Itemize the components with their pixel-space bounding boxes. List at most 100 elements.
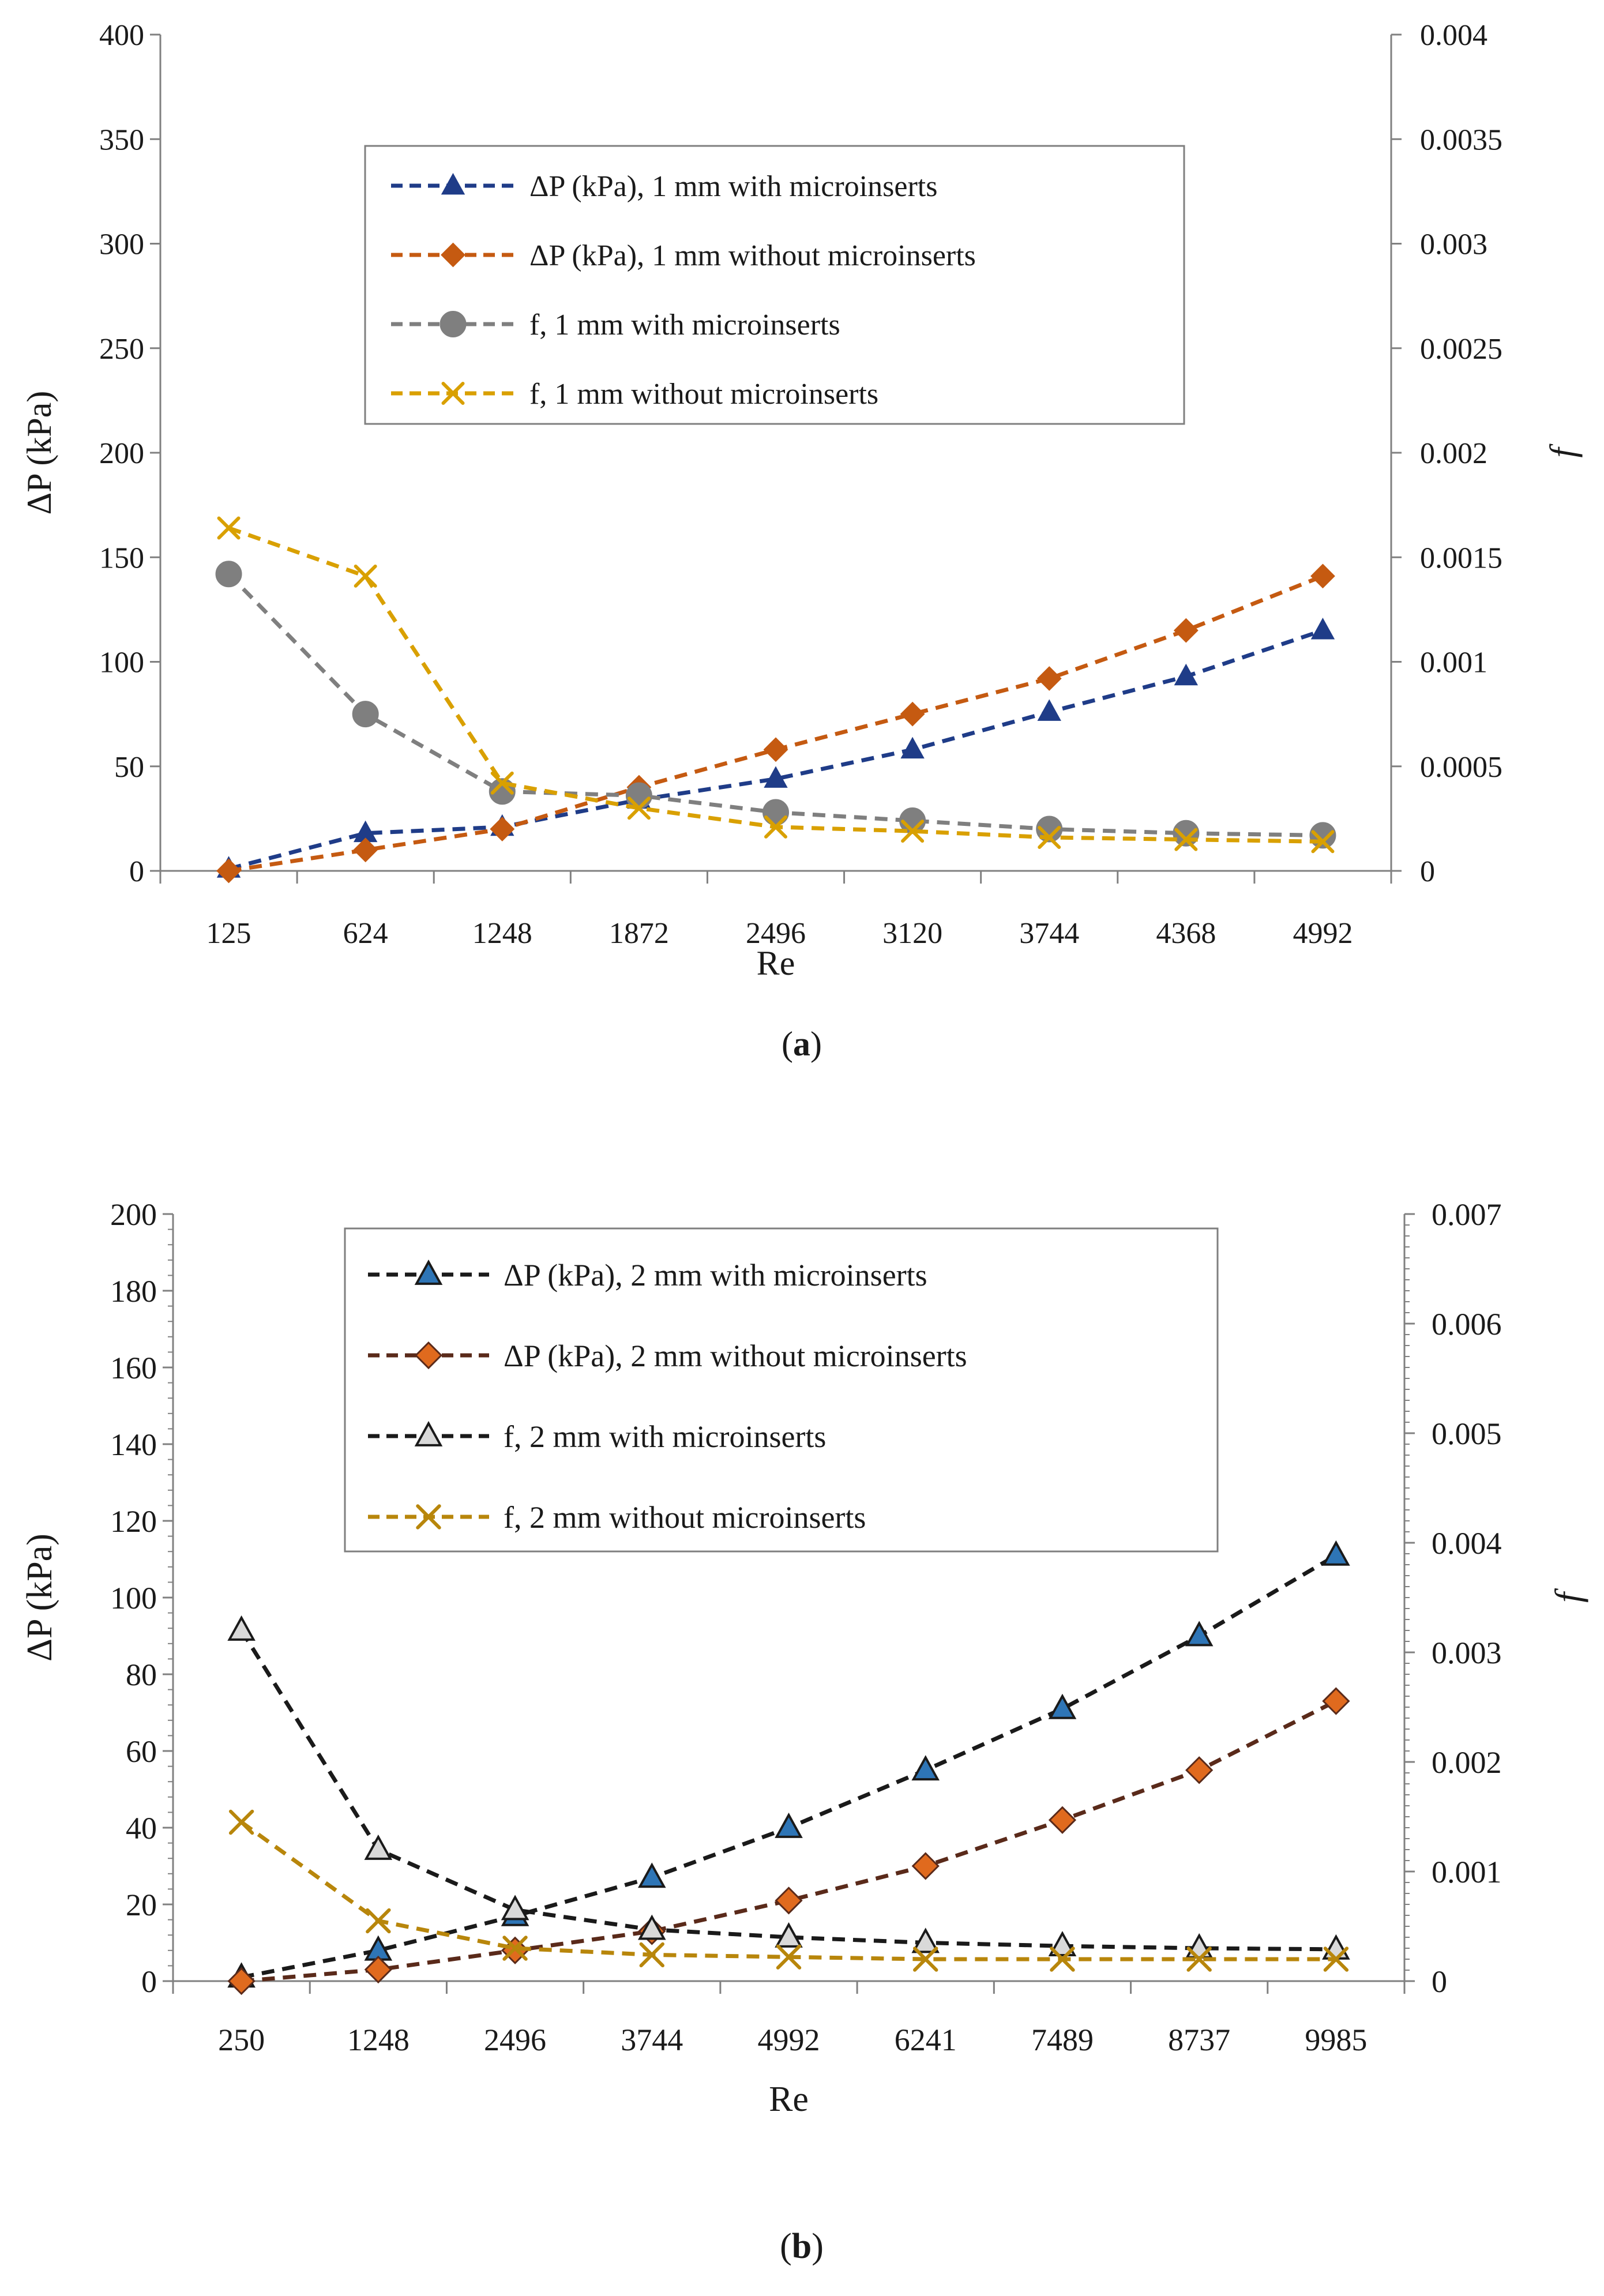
data-point <box>1322 1934 1350 1960</box>
y-tick-label: 200 <box>99 437 144 470</box>
y-tick-label: 180 <box>110 1274 157 1309</box>
y-axis-title: ΔP (kPa) <box>20 1534 59 1662</box>
x-tick-label: 9985 <box>1305 2023 1367 2057</box>
legend-marker <box>441 242 465 268</box>
data-point <box>776 1944 802 1970</box>
series-line <box>228 526 1323 844</box>
data-point <box>1322 1540 1350 1566</box>
y2-tick-label: 0.001 <box>1420 647 1487 679</box>
y-tick-label: 100 <box>110 1581 157 1615</box>
x-tick-label: 1872 <box>609 917 669 950</box>
series-line <box>227 572 1323 837</box>
legend-label: f, 2 mm without microinserts <box>504 1500 866 1535</box>
y2-tick-label: 0 <box>1420 855 1435 888</box>
data-point <box>215 561 242 588</box>
legend-marker <box>441 382 465 405</box>
panel-label-part: ) <box>810 1025 822 1063</box>
x-tick-label: 8737 <box>1168 2023 1230 2057</box>
legend: ΔP (kPa), 2 mm with microinserts ΔP (kPa)… <box>344 1227 1219 1553</box>
x-tick-label: 250 <box>218 2023 265 2057</box>
x-tick-label: 2496 <box>484 2023 546 2057</box>
x-axis-title: Re <box>769 2080 809 2119</box>
series-4 <box>228 1809 1349 1972</box>
legend-label: f, 2 mm with microinserts <box>504 1419 826 1454</box>
y-tick-label: 300 <box>99 228 144 261</box>
x-tick-label: 3120 <box>882 917 942 950</box>
series-4 <box>217 516 1335 854</box>
data-point <box>502 1936 528 1961</box>
legend-label: ΔP (kPa), 1 mm with microinserts <box>529 170 937 203</box>
y-tick-label: 250 <box>99 333 144 366</box>
series-1 <box>227 1540 1350 1988</box>
data-point <box>1036 666 1062 691</box>
data-point <box>1323 1946 1349 1972</box>
data-point <box>1310 618 1335 640</box>
y-tick-label: 0 <box>141 1964 157 1999</box>
data-point <box>911 1852 940 1880</box>
data-point <box>762 799 789 826</box>
data-point <box>627 796 651 820</box>
data-point <box>1185 1756 1214 1784</box>
series-line <box>239 1629 1336 1952</box>
data-point <box>217 516 241 540</box>
legend-label: ΔP (kPa), 1 mm without microinserts <box>529 239 976 272</box>
data-point <box>1310 563 1335 589</box>
data-point <box>1185 1621 1214 1647</box>
data-point <box>1174 828 1198 851</box>
y-tick-label: 350 <box>99 123 144 156</box>
y-tick-label: 60 <box>126 1734 157 1769</box>
data-point <box>637 1914 666 1940</box>
y2-tick-label: 0.004 <box>1432 1526 1502 1561</box>
data-point <box>1322 1687 1350 1715</box>
data-point <box>228 1809 254 1835</box>
legend-marker <box>414 1421 443 1446</box>
x-tick-label: 1248 <box>347 2023 410 2057</box>
data-point <box>1186 1946 1212 1972</box>
data-point <box>490 817 515 841</box>
y-tick-label: 20 <box>126 1888 157 1922</box>
y2-tick-label: 0.005 <box>1432 1416 1502 1451</box>
chart-panel-b: 0 20 40 60 80 100 120 140 160 180 200 0 0.001 0.002 0.… <box>20 1197 1588 2266</box>
y2-tick-label: 0.001 <box>1432 1855 1502 1889</box>
y2-tick-label: 0.007 <box>1432 1197 1502 1232</box>
data-point <box>900 736 925 759</box>
y-tick-label: 100 <box>99 647 144 679</box>
data-point <box>775 1812 803 1838</box>
y2-tick-label: 0.003 <box>1432 1636 1502 1670</box>
data-point <box>775 1887 803 1915</box>
data-point <box>911 1927 940 1953</box>
data-point <box>764 815 787 839</box>
legend: ΔP (kPa), 1 mm with microinserts ΔP (kPa)… <box>364 145 1185 425</box>
data-point <box>1173 820 1200 847</box>
x-tick-label: 6241 <box>895 2023 957 2057</box>
x-tick-label: 7489 <box>1031 2023 1094 2057</box>
panel-label-part: ( <box>782 1025 793 1063</box>
x-tick-label: 4992 <box>758 2023 820 2057</box>
x-tick-label: 3744 <box>621 2023 683 2057</box>
y2-axis-title: f <box>1547 1588 1588 1603</box>
y2-tick-label: 0.004 <box>1420 19 1487 52</box>
y-tick-label: 150 <box>99 542 144 574</box>
y-tick-label: 160 <box>110 1351 157 1385</box>
data-point <box>1037 699 1061 721</box>
legend-marker <box>439 311 467 337</box>
data-point <box>501 1895 529 1921</box>
panel-label: (b) <box>780 2227 824 2266</box>
y-axis-title: ΔP (kPa) <box>20 391 58 515</box>
x-tick-label: 125 <box>206 917 251 950</box>
y2-tick-label: 0.0035 <box>1420 123 1502 156</box>
legend-box <box>344 1227 1219 1553</box>
x-tick-label: 3744 <box>1019 917 1079 950</box>
data-point <box>637 1862 666 1888</box>
panel-label: (a) <box>782 1025 822 1063</box>
data-point <box>911 1755 940 1781</box>
panel-label-part: ) <box>812 2227 824 2266</box>
series-2 <box>227 1687 1350 1996</box>
data-point <box>775 1922 803 1948</box>
panel-label-part: ( <box>780 2227 792 2266</box>
legend-marker <box>441 172 465 195</box>
y2-tick-label: 0.0025 <box>1420 333 1502 366</box>
data-point <box>353 837 378 863</box>
data-point <box>639 1942 664 1968</box>
